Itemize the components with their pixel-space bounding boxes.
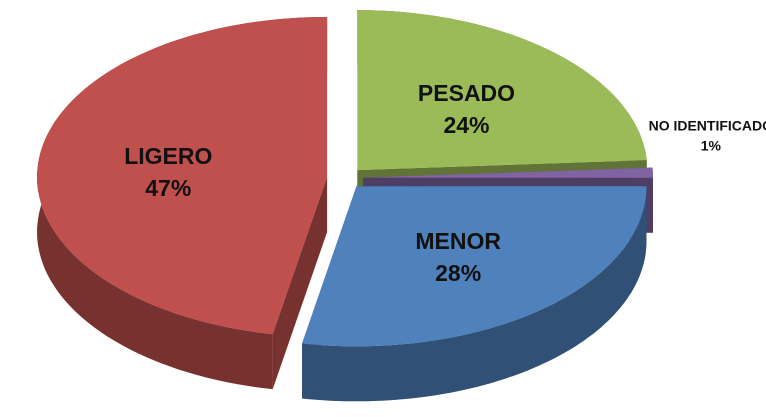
category-label: MENOR bbox=[415, 228, 501, 254]
pie-slices bbox=[37, 10, 653, 347]
category-label: LIGERO bbox=[124, 143, 212, 169]
slice-side-shade bbox=[652, 167, 653, 233]
slice-side bbox=[302, 186, 647, 402]
category-label: NO IDENTIFICADO bbox=[649, 117, 766, 133]
category-label: PESADO bbox=[418, 80, 515, 106]
value-label: 28% bbox=[435, 260, 481, 286]
value-label: 1% bbox=[701, 137, 722, 153]
slice-side bbox=[652, 167, 653, 233]
data-labels: PESADO 24% NO IDENTIFICADO 1% MENOR 28% LIGERO… bbox=[124, 80, 766, 286]
pie-slice bbox=[37, 17, 328, 335]
slice-side-shade bbox=[272, 177, 328, 390]
slice-side-shade bbox=[302, 186, 647, 402]
pie-slice bbox=[357, 10, 647, 171]
pie-slice bbox=[362, 167, 653, 178]
pie-slice bbox=[302, 186, 647, 347]
slice-side bbox=[272, 177, 328, 390]
value-label: 24% bbox=[443, 112, 489, 138]
value-label: 47% bbox=[145, 175, 191, 201]
